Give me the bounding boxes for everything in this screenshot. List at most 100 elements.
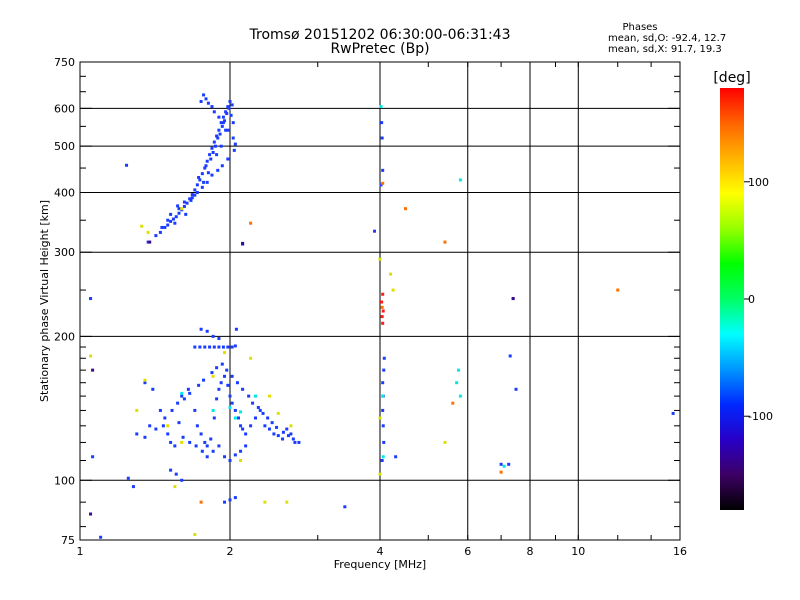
data-point [174, 215, 178, 219]
data-point [158, 408, 162, 412]
data-point [210, 105, 214, 109]
data-point [233, 453, 237, 457]
data-point [182, 397, 186, 401]
data-point [233, 408, 237, 412]
data-point [210, 371, 214, 375]
data-point [343, 505, 347, 509]
data-point [293, 440, 297, 444]
data-point [381, 394, 385, 398]
data-point [230, 345, 234, 349]
data-point [180, 440, 184, 444]
data-point [373, 229, 377, 233]
data-point [212, 345, 216, 349]
data-point [211, 449, 215, 453]
data-point [208, 345, 212, 349]
data-point [195, 190, 199, 194]
colorbar-ticks: 100 0 -100 [744, 176, 773, 423]
data-point [380, 458, 384, 462]
data-point [180, 207, 184, 211]
data-point [177, 211, 181, 215]
data-point [170, 408, 174, 412]
data-point [211, 334, 215, 338]
data-point [177, 421, 181, 425]
data-point [443, 240, 447, 244]
data-point [158, 230, 162, 234]
data-point [205, 444, 209, 448]
data-point [455, 381, 459, 385]
x-tick-label: 8 [527, 545, 534, 558]
data-point [267, 427, 271, 431]
data-point [285, 427, 289, 431]
data-point [135, 408, 139, 412]
data-point [217, 128, 221, 132]
data-point [391, 288, 395, 292]
data-point [285, 500, 289, 504]
data-point [382, 368, 386, 372]
data-point [380, 136, 384, 140]
data-point [204, 97, 208, 101]
data-point [212, 416, 216, 420]
phase-stats-o: mean, sd,O: -92.4, 12.7 [608, 33, 727, 44]
data-point [239, 424, 243, 428]
data-point [169, 212, 173, 216]
data-point [215, 397, 219, 401]
data-point [227, 106, 231, 110]
data-point [381, 168, 385, 172]
data-point [143, 435, 147, 439]
data-point [228, 405, 232, 409]
data-point [233, 344, 237, 348]
data-point [146, 240, 150, 244]
data-point [224, 128, 228, 132]
data-point [166, 424, 170, 428]
data-point [458, 178, 462, 182]
data-point [221, 115, 225, 119]
data-point [193, 408, 197, 412]
data-point [457, 368, 461, 372]
data-point [89, 512, 93, 516]
data-point [180, 478, 184, 482]
data-point [216, 136, 220, 140]
data-point [380, 315, 384, 319]
data-point [382, 440, 386, 444]
data-point [236, 416, 240, 420]
data-point [239, 449, 243, 453]
data-point [225, 112, 229, 116]
data-point [241, 241, 245, 245]
data-point [199, 432, 203, 436]
data-point [169, 440, 173, 444]
data-point [154, 234, 158, 238]
x-tick-label: 16 [673, 545, 687, 558]
data-point [181, 435, 185, 439]
data-point [241, 387, 245, 391]
data-point [228, 100, 232, 104]
data-point [258, 408, 262, 412]
data-point [223, 374, 227, 378]
data-point [514, 387, 518, 391]
data-point [190, 193, 194, 197]
data-point [219, 381, 223, 385]
data-point [205, 180, 209, 184]
data-point [281, 430, 285, 434]
data-point [190, 196, 194, 200]
data-point [197, 383, 201, 387]
data-point [216, 168, 220, 172]
y-tick-label: 600 [54, 102, 75, 115]
x-tick-label: 1 [77, 545, 84, 558]
data-point [125, 163, 129, 167]
data-point [223, 351, 227, 355]
data-point [140, 224, 144, 228]
data-point [286, 434, 290, 438]
data-point [267, 394, 271, 398]
data-point [234, 327, 238, 331]
data-point [217, 444, 221, 448]
data-point [239, 458, 243, 462]
data-point [202, 378, 206, 382]
data-point [206, 171, 210, 175]
data-point [205, 455, 209, 459]
data-point [210, 173, 214, 177]
data-point [508, 354, 512, 358]
data-point [230, 374, 234, 378]
data-point [378, 416, 382, 420]
data-point [171, 217, 175, 221]
data-point [225, 368, 229, 372]
